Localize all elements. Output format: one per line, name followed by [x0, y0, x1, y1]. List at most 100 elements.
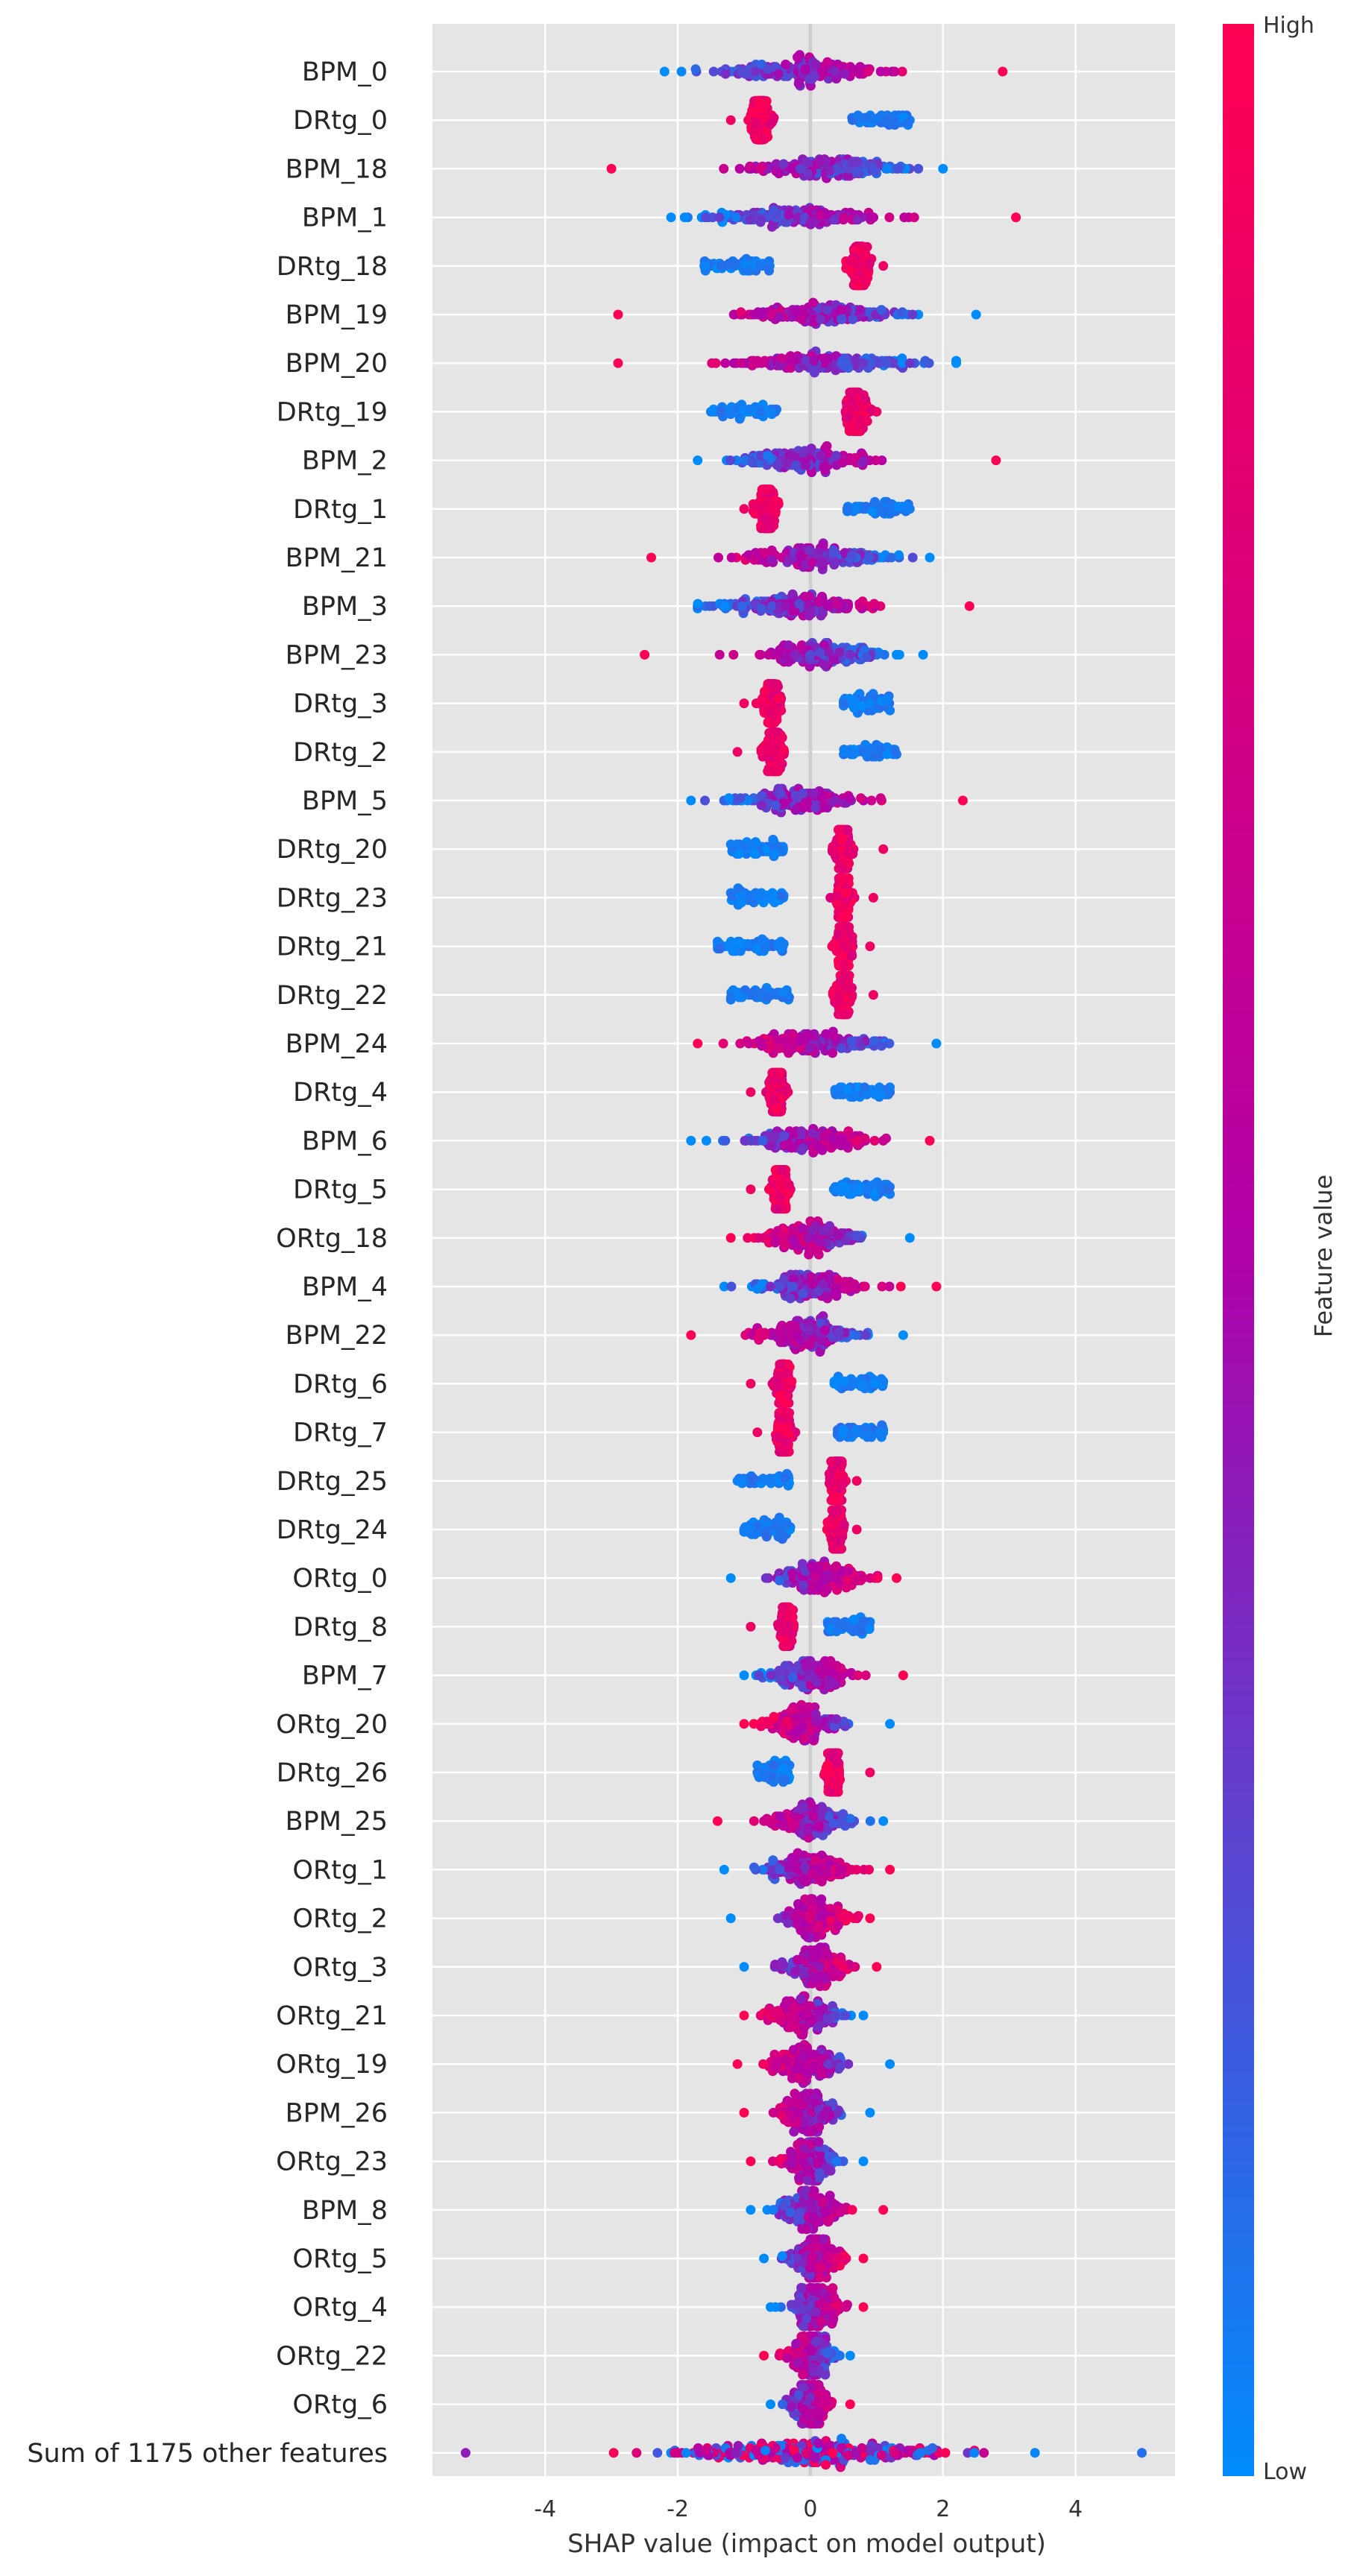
shap-point — [893, 502, 904, 512]
shap-point — [757, 1041, 767, 1051]
shap-point — [894, 649, 904, 660]
shap-point — [876, 506, 887, 517]
shap-point — [847, 1281, 857, 1292]
shap-point — [822, 57, 833, 67]
shap-point — [860, 394, 871, 405]
shap-point — [879, 649, 889, 660]
shap-point — [781, 1085, 792, 1095]
shap-point — [804, 1249, 814, 1260]
shap-point — [804, 545, 815, 555]
shap-point — [796, 550, 806, 561]
shap-point — [758, 1135, 768, 1146]
shap-point — [716, 406, 726, 417]
shap-point — [720, 69, 731, 79]
shap-point — [743, 938, 753, 949]
shap-point — [897, 358, 907, 368]
shap-point — [796, 1036, 806, 1046]
shap-point — [772, 1204, 782, 1214]
shap-point — [909, 212, 919, 223]
shap-point — [881, 1133, 891, 1143]
shap-point — [716, 261, 726, 271]
shap-point — [840, 1181, 850, 1192]
shap-point — [817, 1145, 828, 1155]
shap-point — [822, 305, 833, 315]
shap-point — [790, 649, 801, 660]
shap-point — [816, 450, 826, 461]
shap-point — [774, 168, 784, 179]
shap-point — [841, 888, 851, 898]
shap-point — [831, 941, 840, 952]
shap-point — [767, 309, 777, 320]
shap-point — [837, 834, 847, 845]
shap-point — [725, 115, 736, 125]
shap-point — [809, 356, 819, 366]
shap-point — [828, 548, 839, 558]
shap-point — [781, 1398, 791, 1408]
shap-point — [736, 66, 746, 77]
shap-point — [875, 793, 886, 804]
shap-point — [769, 679, 779, 689]
shap-point — [869, 115, 879, 125]
shap-point — [857, 458, 867, 468]
shap-point — [899, 212, 910, 223]
shap-point — [867, 506, 878, 517]
shap-point — [848, 256, 858, 266]
shap-point — [834, 647, 845, 657]
shap-point — [747, 360, 758, 370]
shap-point — [847, 157, 857, 167]
shap-point — [814, 157, 825, 167]
shap-point — [814, 647, 825, 657]
shap-point — [920, 356, 930, 366]
shap-point — [839, 1009, 848, 1020]
shap-point — [807, 557, 817, 567]
shap-point — [676, 66, 687, 77]
shap-point — [864, 259, 875, 269]
shap-point — [772, 460, 782, 470]
shap-point — [889, 66, 900, 77]
shap-point — [828, 1031, 839, 1041]
shap-point — [806, 443, 816, 454]
shap-point — [735, 793, 746, 804]
shap-point — [803, 168, 813, 179]
shap-point — [957, 795, 968, 806]
shap-point — [794, 599, 804, 609]
shap-point — [874, 358, 884, 368]
shap-point — [872, 406, 882, 417]
shap-point — [751, 66, 761, 77]
shap-point — [774, 647, 784, 657]
shap-point — [804, 1043, 815, 1053]
shap-point — [775, 1179, 785, 1190]
shap-point — [708, 66, 719, 77]
shap-point — [845, 649, 855, 660]
shap-point — [798, 1223, 808, 1234]
shap-point — [938, 163, 948, 174]
shap-point — [839, 912, 849, 922]
shap-point — [756, 800, 766, 810]
shap-point — [749, 127, 759, 137]
shap-point — [823, 601, 834, 611]
shap-point — [795, 163, 805, 174]
shap-point — [770, 849, 780, 859]
shap-point — [841, 1140, 851, 1151]
shap-point — [784, 1140, 795, 1151]
shap-point — [806, 606, 816, 616]
shap-point — [773, 69, 784, 79]
shap-point — [755, 649, 765, 660]
shap-point — [693, 455, 703, 466]
shap-point — [884, 1184, 894, 1195]
shap-point — [847, 64, 857, 75]
shap-point — [837, 458, 848, 468]
shap-point — [876, 305, 887, 315]
shap-point — [776, 890, 787, 900]
shap-point — [756, 450, 766, 461]
shap-point — [767, 548, 778, 558]
shap-point — [839, 698, 848, 709]
shap-point — [839, 1376, 849, 1386]
shap-point — [752, 550, 762, 561]
shap-point — [768, 834, 778, 845]
shap-point — [806, 217, 816, 227]
shap-point — [759, 484, 769, 495]
shap-point — [890, 747, 901, 757]
shap-point — [757, 934, 767, 944]
